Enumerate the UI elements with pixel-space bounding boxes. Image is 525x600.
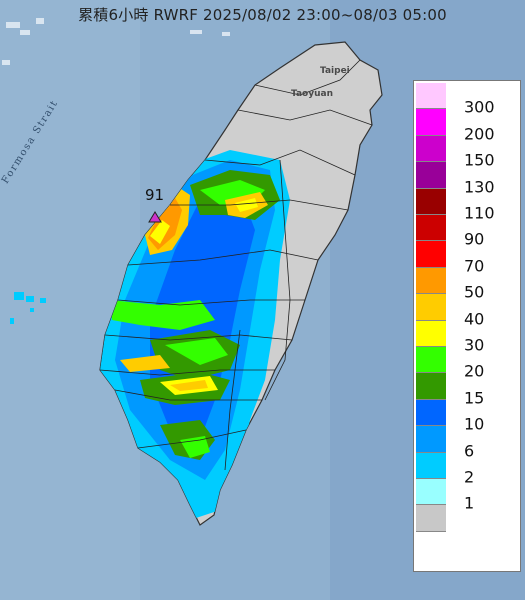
legend-swatch: [416, 215, 446, 242]
legend-swatch: [416, 399, 446, 427]
sea-rain-echoes: [10, 292, 46, 324]
legend-swatch: [416, 452, 446, 479]
county-boundaries: [99, 59, 373, 471]
legend-label: 90: [464, 229, 485, 249]
legend-swatch: [416, 426, 446, 453]
legend-label: 150: [464, 150, 495, 170]
legend-swatch: [416, 162, 446, 189]
legend-swatch: [416, 188, 446, 215]
legend-swatch: [416, 241, 446, 268]
legend-label: 130: [464, 177, 495, 197]
rainfall-field: [100, 150, 290, 520]
sea-echoes: [2, 18, 230, 65]
legend-label: 1: [464, 493, 475, 513]
legend-swatch: [416, 373, 446, 400]
legend-label: 300: [464, 97, 495, 117]
legend-swatch: [416, 294, 446, 321]
legend-swatch: [416, 347, 446, 374]
legend-label: 6: [464, 441, 475, 461]
legend-label: 70: [464, 256, 485, 276]
legend-swatch: [416, 267, 446, 295]
max-rainfall-value: 91: [145, 186, 165, 204]
legend-swatch: [416, 320, 446, 347]
legend-label: 200: [464, 124, 495, 144]
legend-swatch: [416, 479, 446, 506]
max-rain-marker: [148, 211, 162, 223]
legend-swatch: [416, 109, 446, 136]
place-label-taoyuan: Taoyuan: [291, 89, 333, 99]
legend-label: 110: [464, 203, 495, 223]
legend-label: 20: [464, 361, 485, 381]
legend-swatch: [416, 83, 446, 110]
legend-label: 10: [464, 414, 485, 434]
legend-label: 40: [464, 309, 485, 329]
legend-label: 30: [464, 335, 485, 355]
legend-swatch: [416, 135, 446, 163]
legend-label: 15: [464, 388, 485, 408]
rainfall-legend: 300 200 150 130 110 90 70 50 40 30 20 15 10 6 2 1: [413, 80, 521, 572]
legend-label: 50: [464, 282, 485, 302]
legend-swatch: [416, 505, 446, 532]
legend-label: 2: [464, 467, 475, 487]
map-title: 累積6小時 RWRF 2025/08/02 23:00~08/03 05:00: [78, 6, 447, 24]
place-label-taipei: Taipei: [320, 66, 350, 76]
